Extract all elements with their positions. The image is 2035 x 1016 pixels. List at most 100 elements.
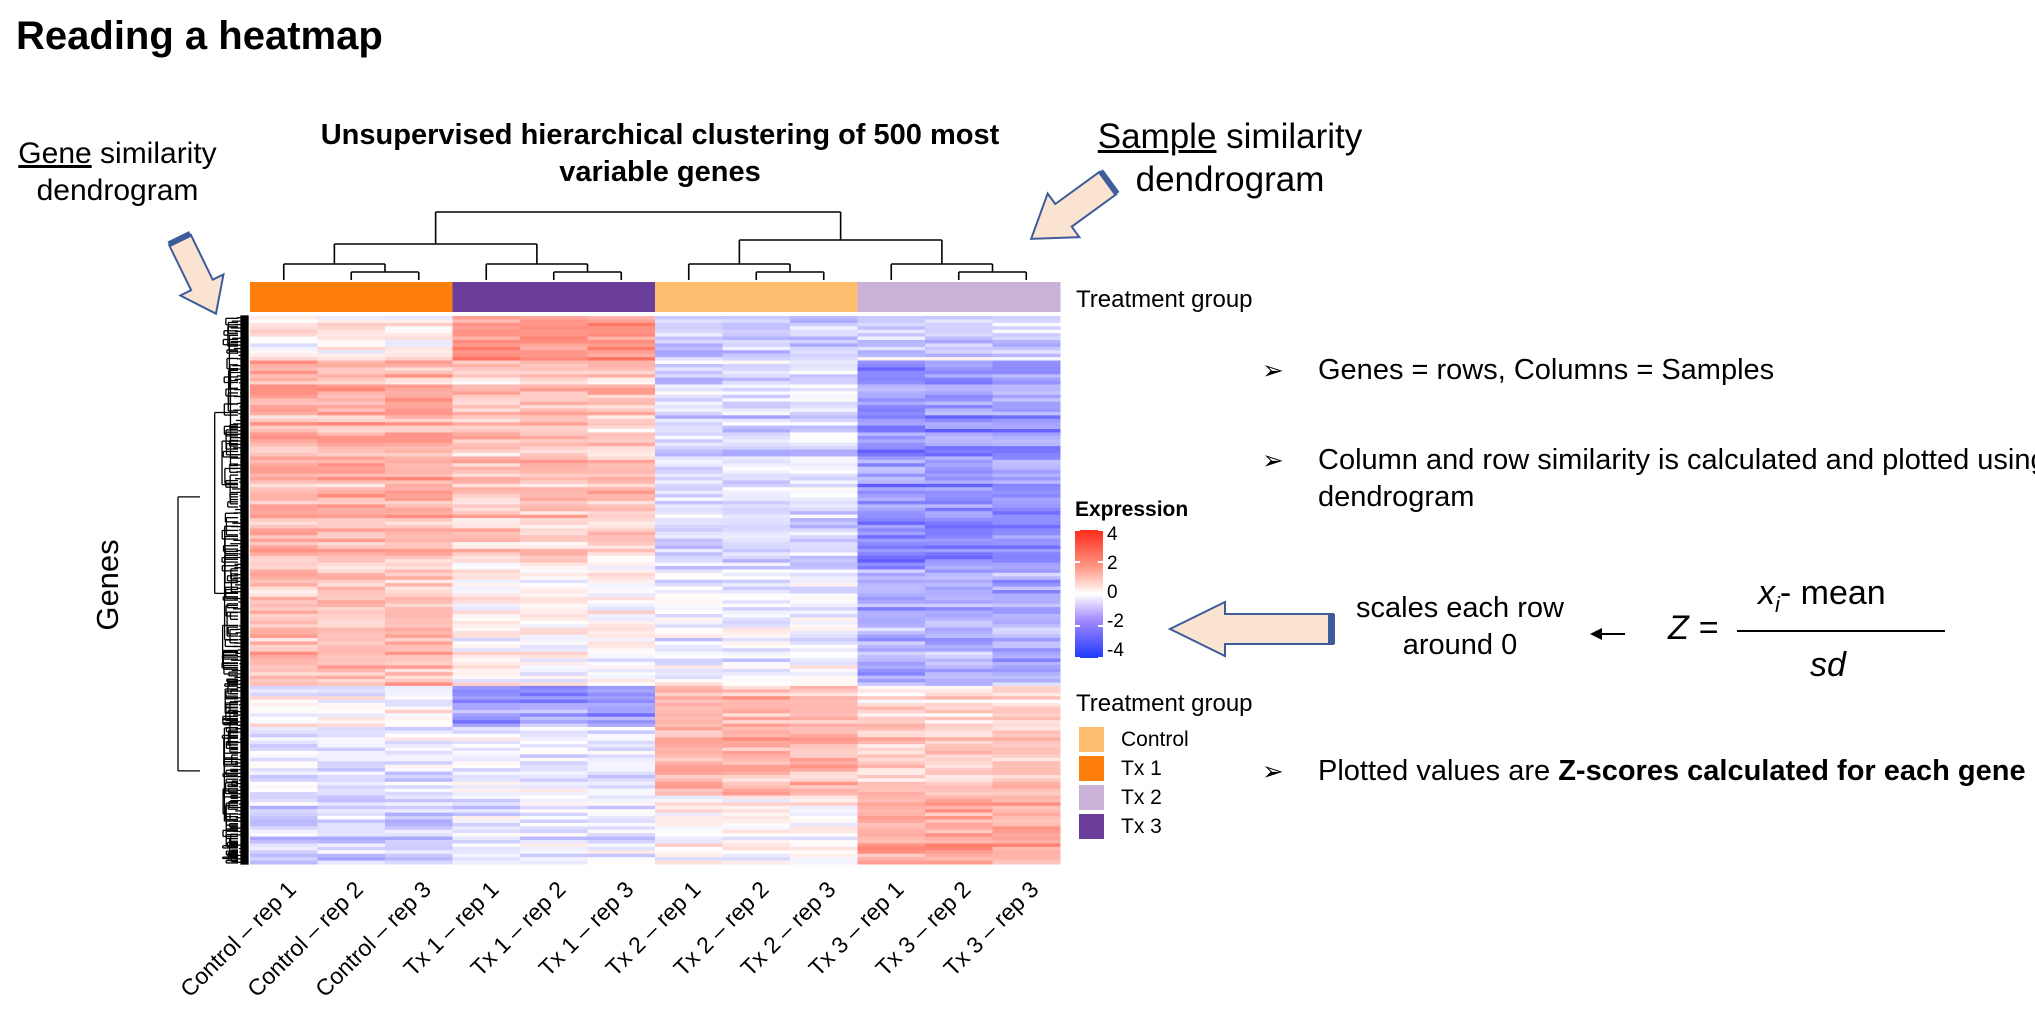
heatmap-cell: [452, 418, 521, 423]
heatmap-cell: [520, 480, 588, 485]
heatmap-cell: [857, 607, 926, 612]
heatmap-cell: [587, 490, 656, 495]
heatmap-cell: [790, 596, 858, 601]
heatmap-cell: [992, 518, 1061, 522]
heatmap-cell: [655, 792, 723, 796]
heatmap-cell: [250, 720, 318, 725]
heatmap-cell: [385, 435, 453, 440]
heatmap-cell: [317, 391, 386, 396]
heatmap-cell: [992, 470, 1061, 475]
heatmap-cell: [655, 329, 723, 334]
heatmap-cell: [587, 535, 656, 540]
heatmap-cell: [317, 816, 386, 820]
heatmap-cell: [790, 586, 858, 591]
heatmap-cell: [722, 542, 791, 546]
heatmap-cell: [857, 685, 926, 690]
heatmap-cell: [250, 675, 318, 680]
heatmap-cell: [587, 819, 656, 824]
heatmap-cell: [655, 346, 723, 351]
heatmap-cell: [857, 586, 926, 591]
heatmap-cell: [520, 785, 588, 790]
heatmap-cell: [992, 418, 1061, 423]
heatmap-cell: [655, 836, 723, 841]
heatmap-cell: [587, 511, 656, 516]
heatmap-cell: [520, 699, 588, 704]
treatment-group-cell: [857, 282, 926, 312]
heatmap-cell: [722, 425, 791, 430]
heatmap-cell: [520, 730, 588, 735]
heatmap-cell: [655, 706, 723, 711]
heatmap-cell: [925, 685, 993, 690]
legend-label: Tx 3: [1121, 814, 1162, 838]
heatmap-cell: [250, 572, 318, 577]
heatmap-cell: [790, 720, 858, 725]
scale-tick: 0: [1107, 582, 1118, 603]
sample-label-line2: dendrogram: [1135, 160, 1325, 199]
heatmap-cell: [925, 617, 993, 622]
heatmap-cell: [520, 555, 588, 560]
heatmap-cell: [790, 483, 858, 488]
heatmap-cell: [790, 411, 858, 416]
heatmap-cell: [790, 562, 858, 567]
heatmap-cell: [857, 610, 926, 615]
heatmap-cell: [655, 555, 723, 560]
heatmap-cell: [992, 696, 1061, 701]
heatmap-cell: [790, 600, 858, 605]
heatmap-cell: [790, 405, 858, 409]
heatmap-cell: [857, 456, 926, 461]
treatment-group-cell: [655, 282, 723, 312]
heatmap-cell: [317, 682, 386, 687]
heatmap-cell: [722, 329, 791, 334]
heatmap-cell: [790, 713, 858, 718]
formula-numerator: xi- mean: [1758, 574, 1886, 618]
heatmap-cell: [587, 720, 656, 725]
heatmap-cell: [317, 511, 386, 516]
heatmap-cell: [790, 685, 858, 690]
heatmap-cell: [857, 840, 926, 844]
scale-tick: -2: [1107, 611, 1124, 632]
heatmap-cell: [857, 579, 926, 584]
heatmap-cell: [452, 357, 521, 362]
heatmap-cell: [250, 798, 318, 803]
heatmap-cell: [925, 750, 993, 755]
heatmap-cell: [925, 476, 993, 481]
heatmap-cell: [587, 689, 656, 694]
heatmap-cell: [520, 833, 588, 838]
heatmap-cell: [655, 316, 723, 320]
heatmap-cell: [722, 692, 791, 697]
heatmap-cell: [722, 466, 791, 471]
heatmap-cell: [992, 658, 1061, 663]
heatmap-cell: [587, 624, 656, 629]
heatmap-cell: [452, 487, 521, 492]
heatmap-cell: [790, 833, 858, 838]
heatmap-cell: [925, 764, 993, 769]
heatmap-cell: [452, 521, 521, 526]
heatmap-cell: [452, 548, 521, 553]
heatmap-cell: [790, 802, 858, 807]
heatmap-cell: [857, 408, 926, 413]
heatmap-cell: [655, 507, 723, 512]
heatmap-cell: [587, 360, 656, 365]
heatmap-cell: [722, 446, 791, 451]
heatmap-cell: [722, 435, 791, 440]
heatmap-cell: [857, 730, 926, 735]
heatmap-cell: [385, 439, 453, 444]
heatmap-cell: [790, 709, 858, 714]
heatmap-cell: [587, 579, 656, 584]
heatmap-cell: [385, 429, 453, 433]
heatmap-cell: [655, 524, 723, 529]
heatmap-cell: [520, 709, 588, 714]
heatmap-cell: [317, 480, 386, 485]
heatmap-cell: [655, 545, 723, 550]
heatmap-cell: [857, 432, 926, 437]
heatmap-cell: [385, 572, 453, 577]
heatmap-cell: [925, 377, 993, 382]
heatmap-cell: [520, 586, 588, 591]
heatmap-cell: [992, 727, 1061, 731]
heatmap-cell: [790, 418, 858, 423]
heatmap-cell: [655, 665, 723, 670]
bullet-text: Genes = rows, Columns = Samples: [1318, 354, 1775, 386]
heatmap-cell: [520, 504, 588, 509]
heatmap-cell: [925, 785, 993, 790]
heatmap-cell: [452, 771, 521, 776]
